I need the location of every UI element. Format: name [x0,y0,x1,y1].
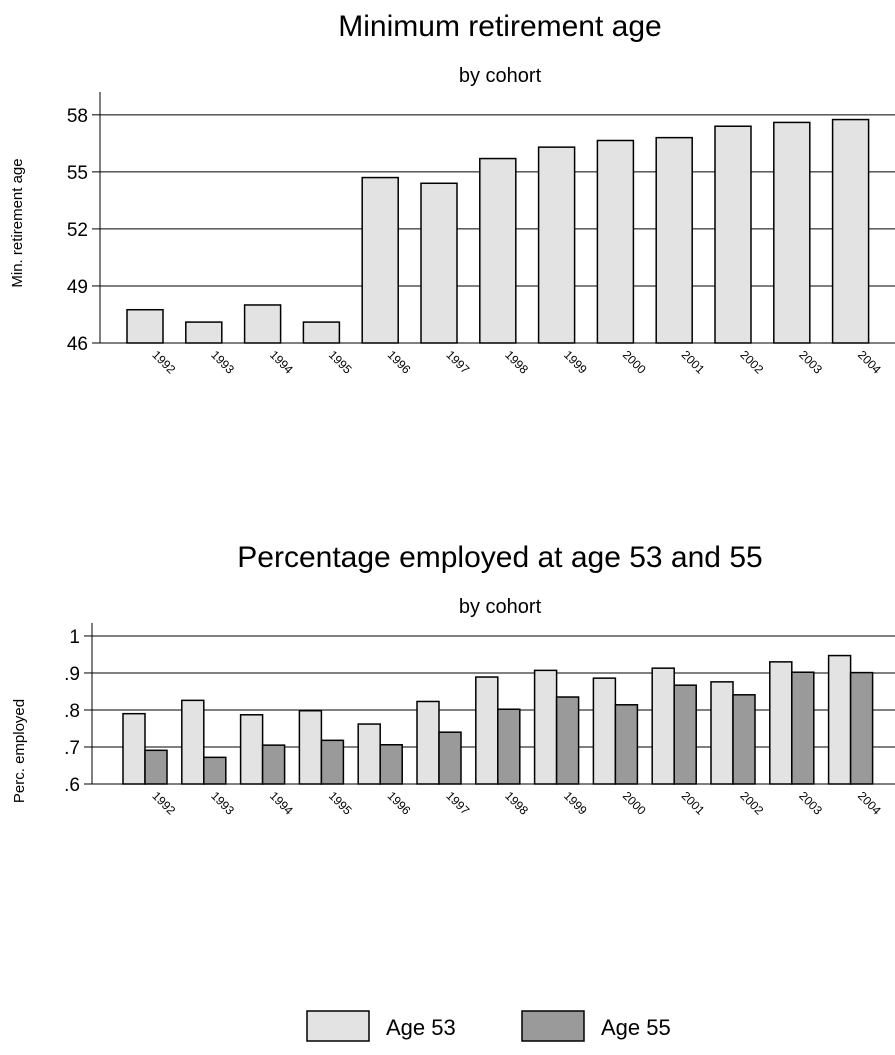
x-tick-label: 2001 [679,348,708,377]
y-tick-labels: .6 .7 .8 .9 1 [64,627,80,796]
bar-1998-series-1 [475,676,499,785]
bar-2003-series-2 [791,671,815,785]
bar-1994-series-2 [261,744,286,785]
bar-1996-series-1 [357,723,381,785]
bar-1992 [126,308,164,344]
y-tick-label: .9 [64,664,80,685]
legend-swatch-age-55 [521,1010,585,1042]
y-tick-label: .7 [64,738,80,759]
y-tick-label: 58 [67,106,88,127]
bar-1997-series-1 [416,700,440,785]
bar-1993-series-2 [203,756,227,785]
legend: Age 53 Age 55 [306,1010,671,1042]
bar-1998-series-2 [497,708,521,785]
chart-subtitle: by cohort [459,596,542,618]
bar-2001 [655,136,693,344]
bar-1997 [420,182,458,344]
employment-chart: Percentage employed at age 53 and 55 by … [11,541,895,1042]
x-tick-label: 2003 [796,789,825,818]
y-tick-labels: 46 49 52 55 58 [67,106,88,355]
x-tick-label: 1994 [267,348,296,377]
chart-title: Minimum retirement age [338,10,661,43]
bar-2001-series-1 [651,667,675,785]
bar-2002-series-1 [710,681,734,785]
bar-2002 [714,125,752,344]
x-tick-label: 2004 [855,789,884,818]
bar-1995-series-2 [320,739,345,785]
bar-1992-series-2 [144,749,168,785]
x-tick-label: 1993 [208,789,237,818]
x-tick-label: 1997 [443,348,472,377]
bar-1999-series-2 [555,696,580,785]
x-tick-labels: 1992 1993 1994 1995 1996 1997 1998 1999 2000 2001… [149,348,884,377]
bar-1999 [537,146,576,344]
y-tick-label: 55 [67,163,88,184]
bar-2003 [773,121,811,344]
y-tick-label: 1 [69,627,80,648]
x-tick-label: 1995 [326,348,355,377]
bar-1994 [243,304,282,344]
x-tick-label: 2000 [620,789,649,818]
x-tick-label: 1993 [208,348,237,377]
bar-series [126,118,870,344]
x-tick-label: 2001 [679,789,708,818]
x-tick-label: 2004 [855,348,884,377]
y-tick-label: 46 [67,334,88,355]
x-tick-label: 2002 [737,789,766,818]
x-tick-label: 2000 [620,348,649,377]
x-tick-label: 1999 [561,789,590,818]
bar-1997-series-2 [438,731,462,785]
x-tick-label: 2002 [737,348,766,377]
x-tick-label: 1999 [561,348,590,377]
x-tick-label: 1997 [443,789,472,818]
x-tick-label: 1994 [267,789,296,818]
bar-2001-series-2 [673,684,697,785]
bar-2004-series-2 [849,671,874,785]
bar-1995-series-1 [298,709,323,785]
bar-2000 [596,139,635,344]
axes [84,623,93,785]
x-tick-label: 1996 [385,348,414,377]
x-tick-label: 1996 [385,789,414,818]
bar-1995 [302,321,341,344]
bar-1993-series-1 [181,699,205,785]
x-tick-label: 1992 [149,789,178,818]
bar-2000-series-1 [592,677,617,785]
bar-series [122,654,874,785]
legend-label-age-53: Age 53 [386,1015,456,1040]
y-axis-label: Min. retirement age [9,158,26,287]
y-tick-label: 49 [67,277,88,298]
bar-1996-series-2 [379,744,403,785]
chart-subtitle: by cohort [459,65,542,87]
bar-2003-series-1 [769,661,793,785]
x-tick-label: 1995 [326,789,355,818]
legend-swatch-age-53 [306,1010,370,1042]
axes [92,92,101,344]
y-tick-label: .8 [64,701,80,722]
x-tick-label: 1998 [502,348,531,377]
x-tick-labels: 1992 1993 1994 1995 1996 1997 1998 1999 2000 2001… [149,789,884,818]
y-tick-label: 52 [67,220,88,241]
bar-1994-series-1 [239,714,264,785]
bar-1998 [479,157,517,344]
bar-1999-series-1 [533,669,558,785]
x-tick-label: 1992 [149,348,178,377]
bar-2000-series-2 [614,704,639,785]
retirement-age-chart: Minimum retirement age by cohort Min. re… [9,10,895,377]
y-axis-label: Perc. employed [11,699,28,803]
chart-title: Percentage employed at age 53 and 55 [237,541,762,574]
bar-2004-series-1 [827,654,852,785]
x-tick-label: 2003 [796,348,825,377]
bar-1996 [361,176,399,344]
x-tick-label: 1998 [502,789,531,818]
bar-2004 [831,118,870,344]
bar-1992-series-1 [122,712,146,785]
y-tick-label: .6 [64,775,80,796]
bar-1993 [185,321,223,344]
legend-label-age-55: Age 55 [601,1015,671,1040]
bar-2002-series-2 [732,694,756,785]
